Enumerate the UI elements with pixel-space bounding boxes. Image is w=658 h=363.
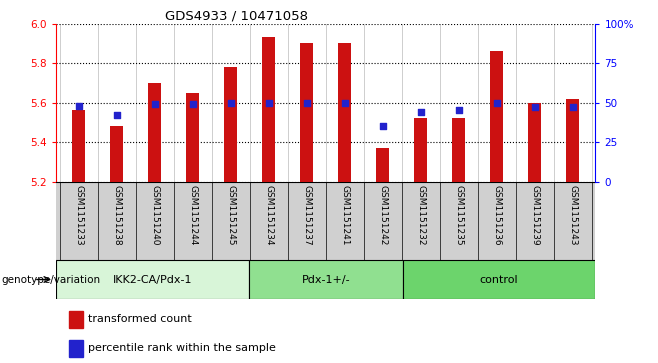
Text: GSM1151245: GSM1151245 (226, 185, 235, 246)
Text: percentile rank within the sample: percentile rank within the sample (88, 343, 276, 354)
Bar (414, 118, 427, 182)
Point (453, 107, 464, 113)
Bar (148, 83, 161, 182)
Text: GSM1151234: GSM1151234 (265, 185, 273, 246)
Point (301, 99, 312, 105)
Point (492, 99, 502, 105)
Bar (56, 260, 249, 299)
Point (378, 123, 388, 129)
Text: GSM1151232: GSM1151232 (417, 185, 425, 246)
Point (263, 99, 274, 105)
Text: GSM1151238: GSM1151238 (113, 185, 121, 246)
Bar (403, 260, 595, 299)
Bar (338, 43, 351, 182)
Text: GSM1151240: GSM1151240 (150, 185, 159, 246)
Text: GSM1151239: GSM1151239 (530, 185, 539, 246)
Text: control: control (480, 274, 519, 285)
Bar (300, 43, 313, 182)
Point (567, 105, 578, 110)
Text: GSM1151241: GSM1151241 (340, 185, 349, 246)
Bar (452, 118, 465, 182)
Text: GSM1151244: GSM1151244 (188, 185, 197, 246)
Point (530, 105, 540, 110)
Bar (376, 148, 390, 182)
Bar (69, 340, 83, 357)
Text: Pdx-1+/-: Pdx-1+/- (301, 274, 350, 285)
Bar (262, 37, 275, 182)
Text: GDS4933 / 10471058: GDS4933 / 10471058 (165, 9, 309, 22)
Bar (110, 126, 124, 182)
Bar (528, 103, 542, 182)
Bar (249, 260, 403, 299)
Text: GSM1151235: GSM1151235 (454, 185, 463, 246)
Bar (72, 110, 86, 182)
Point (188, 101, 198, 107)
Text: GSM1151237: GSM1151237 (302, 185, 311, 246)
Bar (566, 99, 579, 182)
Text: GSM1151236: GSM1151236 (492, 185, 501, 246)
Text: IKK2-CA/Pdx-1: IKK2-CA/Pdx-1 (113, 274, 192, 285)
Point (74, 103, 84, 109)
Point (415, 109, 426, 115)
Bar (490, 51, 503, 182)
Point (226, 99, 236, 105)
Point (149, 101, 160, 107)
Bar (69, 311, 83, 328)
Text: transformed count: transformed count (88, 314, 191, 325)
Text: GSM1151243: GSM1151243 (569, 185, 577, 246)
Text: genotype/variation: genotype/variation (1, 274, 101, 285)
Text: GSM1151233: GSM1151233 (74, 185, 83, 246)
Point (111, 112, 122, 118)
Text: GSM1151242: GSM1151242 (378, 185, 387, 246)
Bar (186, 93, 199, 182)
Bar (224, 67, 238, 182)
Point (340, 99, 350, 105)
